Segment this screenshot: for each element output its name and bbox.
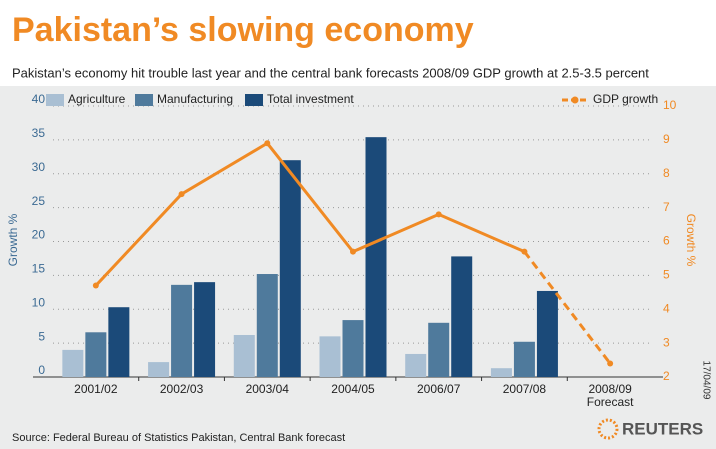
y2-tick-label: 3	[663, 335, 670, 349]
x-tick-label: 2004/05	[331, 382, 375, 396]
legend-point	[571, 96, 579, 104]
x-tick-label: 2007/08	[502, 382, 547, 396]
gdp-point	[607, 360, 614, 367]
gdp-point	[178, 191, 185, 198]
bar	[62, 349, 84, 377]
gdp-line	[94, 141, 526, 287]
y2-tick-label: 2	[663, 369, 670, 383]
y-tick-label: 35	[32, 126, 46, 140]
legend-label: Manufacturing	[157, 92, 233, 106]
bar	[451, 256, 473, 377]
gdp-point	[264, 140, 271, 147]
y-tick-label: 5	[38, 329, 45, 343]
y2-tick-label: 7	[663, 200, 670, 214]
logo	[597, 418, 619, 440]
legend-label: GDP growth	[593, 92, 658, 106]
x-tick-label: 2003/04	[245, 382, 289, 396]
bar	[405, 353, 427, 377]
bar	[233, 334, 255, 377]
bar	[428, 322, 450, 377]
y-tick-label: 15	[32, 262, 46, 276]
legend-label: Total investment	[267, 92, 354, 106]
date: 17/04/09	[700, 361, 711, 400]
gdp-point	[521, 248, 528, 255]
credit: REUTERS	[622, 419, 703, 438]
gdp-point	[350, 248, 356, 255]
bar	[194, 282, 216, 377]
chart-title: Pakistan’s slowing economy	[12, 11, 474, 49]
y-tick-label: 25	[32, 194, 46, 208]
y-tick-label: 10	[32, 295, 46, 309]
panel	[0, 86, 716, 449]
y-axis-label: Growth %	[6, 213, 20, 266]
bar	[108, 307, 130, 377]
y2-tick-label: 6	[663, 234, 670, 248]
gdp-point	[92, 282, 99, 289]
x-tick-label: 2002/03	[159, 382, 204, 396]
legend-swatch	[135, 94, 153, 106]
x-tick-label: 2001/02	[74, 382, 118, 396]
legend-swatch	[46, 94, 64, 106]
bar	[342, 320, 364, 377]
x-tick-label: 2008/09 Forecast	[586, 382, 634, 409]
x-tick-label: 2006/07	[417, 382, 461, 396]
y2-tick-label: 4	[663, 301, 670, 315]
bar	[490, 368, 512, 377]
bar	[319, 336, 341, 377]
y2-tick-label: 8	[663, 166, 670, 180]
y-tick-label: 20	[32, 228, 46, 242]
bar	[256, 274, 278, 377]
y-tick-label: 30	[32, 160, 46, 174]
bar	[536, 290, 558, 377]
y-tick-label: 0	[38, 363, 45, 377]
y2-tick-label: 9	[663, 132, 670, 146]
bar	[279, 160, 301, 377]
y2-tick-label: 5	[663, 268, 670, 282]
legend-swatch	[245, 94, 263, 106]
y2-axis-label: Growth %	[684, 214, 698, 267]
bar	[148, 362, 170, 377]
bar	[513, 341, 535, 377]
bar	[85, 332, 107, 377]
gdp-line	[523, 250, 612, 365]
bar	[171, 284, 193, 377]
source: Source: Federal Bureau of Statistics Pak…	[12, 432, 345, 444]
legend-label: Agriculture	[68, 92, 126, 106]
subtitle: Pakistan’s economy hit trouble last year…	[12, 65, 649, 80]
y2-tick-label: 10	[663, 98, 677, 112]
gdp-point	[435, 211, 442, 218]
y-tick-label: 40	[32, 92, 46, 106]
bar	[365, 137, 387, 377]
